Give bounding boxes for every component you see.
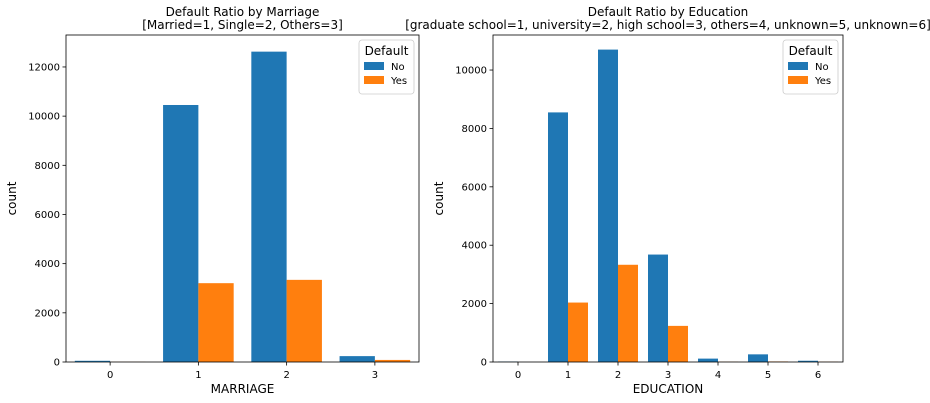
y-tick-label: 6000 (35, 210, 60, 221)
chart-title: Default Ratio by Education (588, 5, 749, 19)
plot-frame (65, 34, 420, 363)
bar-no-4 (698, 358, 718, 362)
chart-education: 0 2000 4000 6000 8000 10000 0 1 2 3 4 5 6 EDUCATION co… (405, 5, 930, 396)
y-axis-label: count (432, 181, 446, 215)
legend-label-no: No (815, 62, 829, 73)
y-tick-label: 0 (54, 358, 60, 369)
legend-label-yes: Yes (390, 76, 407, 87)
legend-title: Default (365, 44, 409, 58)
x-tick-label: 0 (515, 370, 521, 381)
legend-swatch-yes (364, 76, 384, 84)
y-tick-label: 6000 (462, 182, 487, 193)
bar-no-1 (163, 104, 199, 362)
legend-swatch-no (364, 62, 384, 70)
bar-no-2 (251, 51, 287, 362)
chart-subtitle: [Married=1, Single=2, Others=3] (142, 18, 343, 32)
x-axis-label: MARRIAGE (211, 382, 275, 396)
y-tick-label: 2000 (462, 299, 487, 310)
x-tick-label: 3 (372, 370, 378, 381)
x-tick-label: 4 (715, 370, 721, 381)
legend: Default No Yes (358, 39, 415, 95)
legend-label-yes: Yes (814, 76, 831, 87)
bar-no-3 (648, 254, 668, 362)
chart-marriage: 0 2000 4000 6000 8000 10000 12000 0 1 2 3 MARRIAGE c… (5, 5, 420, 396)
bar-yes-3 (668, 325, 688, 362)
bar-no-5 (748, 354, 768, 362)
bar-no-6 (798, 360, 818, 362)
x-tick-label: 2 (283, 370, 289, 381)
x-tick-label: 0 (107, 370, 113, 381)
legend-swatch-yes (788, 76, 808, 84)
legend-title: Default (789, 44, 833, 58)
x-tick-label: 5 (765, 370, 771, 381)
y-axis-label: count (5, 181, 19, 215)
x-tick-label: 3 (665, 370, 671, 381)
bar-yes-2 (618, 264, 638, 362)
bar-yes-2 (286, 279, 322, 362)
y-tick-label: 12000 (28, 62, 60, 73)
bar-no-0 (74, 360, 111, 362)
x-tick-label: 1 (565, 370, 571, 381)
y-tick-label: 10000 (455, 66, 487, 77)
x-axis-label: EDUCATION (633, 382, 704, 396)
y-tick-label: 2000 (35, 308, 60, 319)
chart-title: Default Ratio by Marriage (166, 5, 320, 19)
bar-yes-1 (198, 283, 234, 362)
legend: Default No Yes (782, 39, 839, 95)
bar-no-1 (548, 112, 568, 362)
y-tick-label: 10000 (28, 112, 60, 123)
x-tick-label: 2 (615, 370, 621, 381)
legend-swatch-no (788, 62, 808, 70)
y-tick-label: 0 (481, 358, 487, 369)
x-tick-label: 6 (815, 370, 821, 381)
x-tick-label: 1 (195, 370, 201, 381)
bar-yes-1 (568, 302, 588, 362)
y-tick-label: 8000 (35, 161, 60, 172)
bar-yes-3 (374, 359, 411, 362)
legend-label-no: No (391, 62, 405, 73)
bar-no-3 (339, 356, 375, 362)
y-tick-label: 8000 (462, 124, 487, 135)
chart-subtitle: [graduate school=1, university=2, high s… (405, 18, 930, 32)
y-tick-label: 4000 (462, 241, 487, 252)
bar-no-2 (598, 49, 618, 363)
y-tick-label: 4000 (35, 259, 60, 270)
